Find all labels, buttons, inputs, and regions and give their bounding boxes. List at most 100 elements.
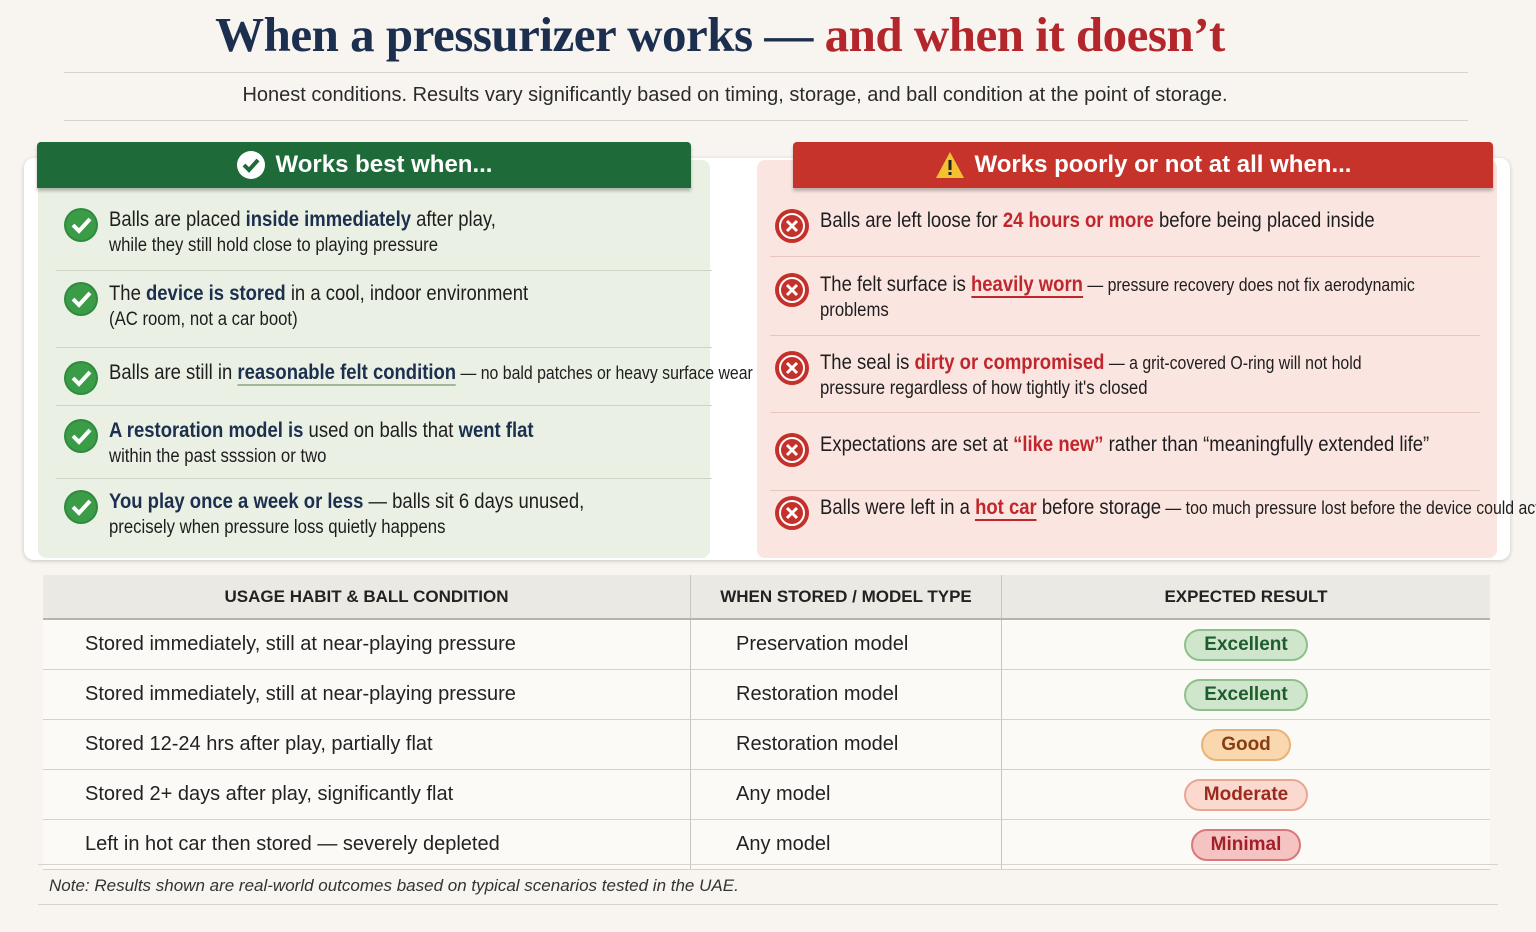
check-icon xyxy=(64,490,98,524)
heading-text: Works best when... xyxy=(275,151,493,178)
item-text: The device is stored in a cool, indoor e… xyxy=(109,281,528,333)
item-text: The felt surface is heavily worn — press… xyxy=(820,272,1415,324)
text-line: Balls were left in a hot car before stor… xyxy=(820,495,1536,521)
item-text: The seal is dirty or compromised — a gri… xyxy=(820,350,1362,402)
item-text: You play once a week or less — balls sit… xyxy=(109,489,584,541)
text-segment: pressure regardless of how tightly it's … xyxy=(820,378,1148,399)
table-row: Stored immediately, still at near-playin… xyxy=(43,619,1490,670)
text-segment: 24 hours or more xyxy=(1002,209,1154,232)
divider xyxy=(56,347,712,348)
item-text: Balls are left loose for 24 hours or mor… xyxy=(820,208,1375,234)
list-item: Expectations are set at “like new” rathe… xyxy=(774,432,1512,468)
text-line: The seal is dirty or compromised — a gri… xyxy=(820,350,1362,376)
check-icon xyxy=(64,419,98,453)
table-cell: Stored 2+ days after play, significantly… xyxy=(43,769,691,820)
title: When a pressurizer works — and when it d… xyxy=(0,6,1440,63)
text-line: while they still hold close to playing p… xyxy=(109,233,496,259)
item-text: Balls are still in reasonable felt condi… xyxy=(109,360,753,386)
result-badge: Moderate xyxy=(1183,778,1309,811)
text-segment: The felt surface is xyxy=(820,273,971,296)
text-segment: device is stored xyxy=(145,282,286,305)
check-icon xyxy=(64,282,98,316)
text-segment: after play, xyxy=(410,208,496,231)
table-cell: Left in hot car then stored — severely d… xyxy=(43,819,691,870)
text-segment: before storage xyxy=(1036,496,1162,519)
result-badge: Minimal xyxy=(1190,828,1302,861)
divider xyxy=(770,335,1480,336)
list-item: Balls are left loose for 24 hours or mor… xyxy=(774,208,1450,244)
text-segment: A restoration model is xyxy=(109,419,304,442)
table-row: Stored immediately, still at near-playin… xyxy=(43,669,1490,720)
text-segment: reasonable felt condition xyxy=(237,361,457,386)
table-cell: Excellent xyxy=(1001,619,1490,670)
text-segment: before being placed inside xyxy=(1153,209,1375,232)
text-line: A restoration model is used on balls tha… xyxy=(109,418,534,444)
text-segment: You play once a week or less xyxy=(109,490,364,513)
title-main: When a pressurizer works — xyxy=(215,7,813,62)
list-item: A restoration model is used on balls tha… xyxy=(63,418,591,470)
text-line: The felt surface is heavily worn — press… xyxy=(820,272,1415,298)
text-segment: — no bald patches or heavy surface wear xyxy=(456,363,753,383)
check-icon xyxy=(236,151,265,179)
text-line: The device is stored in a cool, indoor e… xyxy=(109,281,528,307)
item-text: Balls are placed inside immediately afte… xyxy=(109,207,496,259)
note: Note: Results shown are real-world outco… xyxy=(49,876,739,895)
text-segment: rather than “meaningfully extended life” xyxy=(1103,433,1430,456)
result-badge: Excellent xyxy=(1184,628,1308,661)
x-icon xyxy=(775,209,809,243)
title-accent: and when it doesn’t xyxy=(824,7,1226,62)
text-segment: — too much pressure lost before the devi… xyxy=(1161,498,1536,518)
text-segment: problems xyxy=(820,300,889,321)
table-cell: Good xyxy=(1001,719,1490,770)
text-segment: hot car xyxy=(975,496,1037,521)
divider xyxy=(56,478,712,479)
text-line: You play once a week or less — balls sit… xyxy=(109,489,584,515)
divider xyxy=(56,405,712,406)
bad-heading: Works poorly or not at all when... xyxy=(793,142,1493,188)
text-segment: within the past ssssion or two xyxy=(109,446,327,467)
text-segment: The seal is xyxy=(820,351,915,374)
list-item: Balls were left in a hot car before stor… xyxy=(774,495,1536,531)
text-line: Expectations are set at “like new” rathe… xyxy=(820,432,1429,458)
table-cell: Preservation model xyxy=(690,619,1002,670)
column-header: USAGE HABIT & BALL CONDITION xyxy=(43,575,691,620)
text-segment: dirty or compromised xyxy=(914,351,1105,374)
list-item: The seal is dirty or compromised — a gri… xyxy=(774,350,1435,402)
table-cell: Minimal xyxy=(1001,819,1490,870)
check-icon xyxy=(64,361,98,395)
text-segment: — a grit-covered O-ring will not hold xyxy=(1104,353,1362,373)
table-cell: Stored immediately, still at near-playin… xyxy=(43,669,691,720)
table-cell: Restoration model xyxy=(690,669,1002,720)
list-item: The felt surface is heavily worn — press… xyxy=(774,272,1496,324)
divider xyxy=(56,270,712,271)
results-table: USAGE HABIT & BALL CONDITION WHEN STORED … xyxy=(43,575,1490,870)
x-icon xyxy=(775,433,809,467)
list-item: The device is stored in a cool, indoor e… xyxy=(63,281,585,333)
subtitle: Honest conditions. Results vary signific… xyxy=(242,84,1228,106)
table-cell: Any model xyxy=(690,819,1002,870)
text-segment: The xyxy=(109,282,146,305)
text-segment: precisely when pressure loss quietly hap… xyxy=(109,517,446,538)
list-item: Balls are still in reasonable felt condi… xyxy=(63,360,841,396)
text-segment: while they still hold close to playing p… xyxy=(109,235,438,256)
rule xyxy=(64,120,1468,121)
text-segment: inside immediately xyxy=(245,208,411,231)
divider xyxy=(770,256,1480,257)
result-badge: Good xyxy=(1201,728,1291,761)
good-heading: Works best when... xyxy=(37,142,691,188)
x-icon xyxy=(775,273,809,307)
result-badge: Excellent xyxy=(1184,678,1308,711)
item-text: Balls were left in a hot car before stor… xyxy=(820,495,1536,521)
text-line: within the past ssssion or two xyxy=(109,444,534,470)
column-header: WHEN STORED / MODEL TYPE xyxy=(690,575,1002,620)
x-icon xyxy=(775,351,809,385)
text-segment: Balls are still in xyxy=(109,361,238,384)
text-line: Balls are left loose for 24 hours or mor… xyxy=(820,208,1375,234)
item-text: Expectations are set at “like new” rathe… xyxy=(820,432,1429,458)
table-cell: Any model xyxy=(690,769,1002,820)
text-segment: — balls sit 6 days unused, xyxy=(363,490,585,513)
column-header: EXPECTED RESULT xyxy=(1001,575,1490,620)
text-line: (AC room, not a car boot) xyxy=(109,307,528,333)
list-item: Balls are placed inside immediately afte… xyxy=(63,207,549,259)
